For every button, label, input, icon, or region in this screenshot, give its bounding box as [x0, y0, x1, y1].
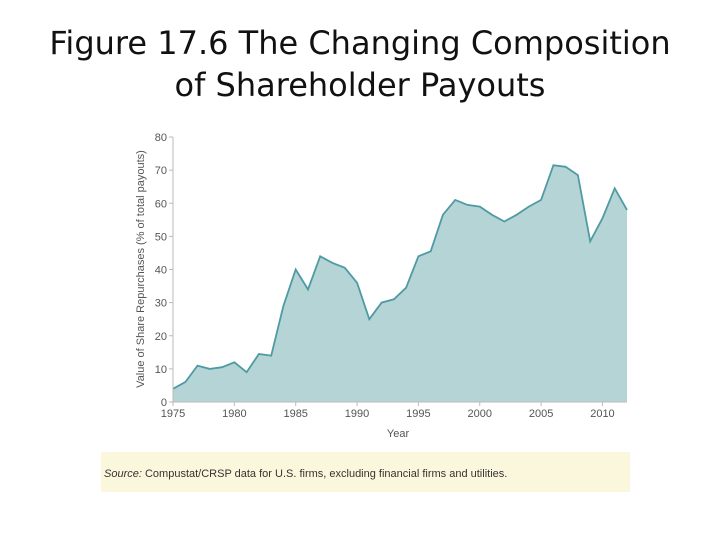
y-tick-label: 0 — [161, 397, 167, 409]
x-tick-label: 2010 — [590, 408, 614, 420]
y-tick-label: 80 — [155, 132, 167, 144]
slide-title-line-2: of Shareholder Payouts — [174, 66, 546, 104]
source-label: Source: — [104, 468, 142, 480]
y-axis-label: Value of Share Repurchases (% of total p… — [135, 150, 147, 388]
series-line — [172, 164, 628, 390]
slide-title: Figure 17.6 The Changing Composition of … — [0, 22, 720, 106]
slide-title-line-1: Figure 17.6 The Changing Composition — [49, 24, 671, 62]
y-tick-label: 10 — [155, 364, 167, 376]
source-text: Compustat/CRSP data for U.S. firms, excl… — [141, 468, 508, 480]
x-tick-label: 1985 — [283, 408, 307, 420]
y-tick-label: 20 — [155, 331, 167, 343]
x-tick-label: 2000 — [468, 408, 492, 420]
y-tick-label: 50 — [155, 231, 167, 243]
y-tick-label: 70 — [155, 165, 167, 177]
area-fill — [173, 165, 627, 402]
y-tick-label: 60 — [155, 198, 167, 210]
x-tick-label: 1990 — [345, 408, 369, 420]
source-note: Source: Compustat/CRSP data for U.S. fir… — [104, 468, 507, 480]
x-tick-label: 1995 — [406, 408, 430, 420]
source-note-box: Source: Compustat/CRSP data for U.S. fir… — [101, 452, 630, 492]
x-axis-label: Year — [387, 428, 410, 440]
y-tick-label: 30 — [155, 298, 167, 310]
x-tick-label: 1975 — [161, 408, 185, 420]
x-tick-label: 1980 — [222, 408, 246, 420]
y-tick-label: 40 — [155, 265, 167, 277]
x-tick-label: 2005 — [529, 408, 553, 420]
